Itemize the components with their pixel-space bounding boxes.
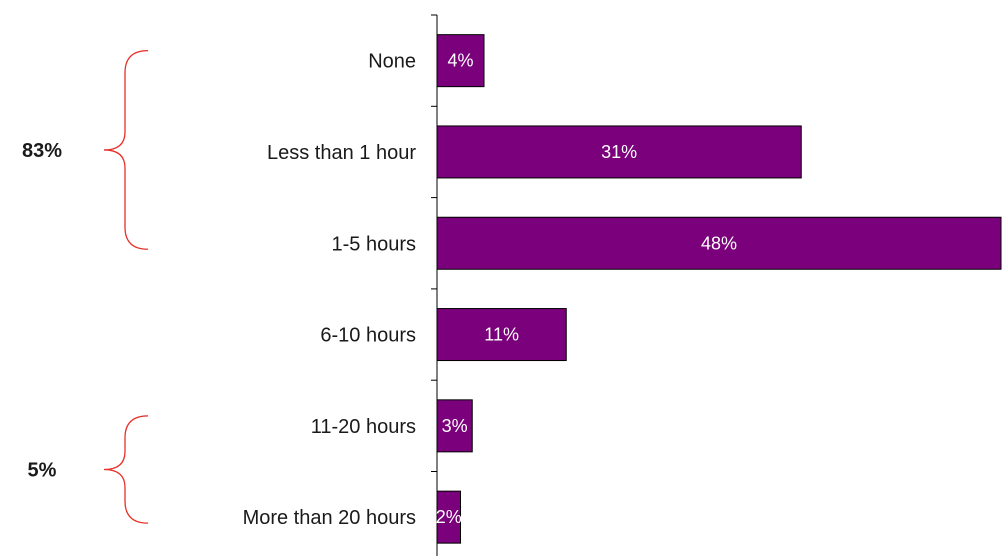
bar [436, 490, 461, 544]
category-label: Less than 1 hour [267, 142, 416, 164]
group-bracket [103, 415, 149, 524]
group-total-label: 5% [28, 460, 57, 482]
category-axis [431, 14, 438, 556]
group-bracket [103, 50, 149, 250]
category-label: 1-5 hours [332, 233, 417, 255]
category-labels: None Less than 1 hour 1-5 hours 6-10 hours 1… [243, 51, 417, 530]
category-label: 11-20 hours [311, 416, 416, 438]
bars: 4% 31% 48% 11% 3% 2% [436, 34, 1002, 544]
data-label: 48% [701, 233, 737, 253]
data-label: 3% [442, 416, 468, 436]
data-label: 2% [436, 507, 462, 527]
bar [436, 34, 485, 88]
category-label: None [368, 51, 416, 73]
data-label: 4% [447, 51, 473, 71]
bar [436, 125, 802, 179]
data-label: 11% [484, 325, 519, 345]
group-brackets: 83% 5% [22, 50, 149, 524]
bar [436, 308, 567, 362]
category-label: 6-10 hours [320, 325, 416, 347]
group-total-label: 83% [22, 140, 62, 162]
category-label: More than 20 hours [243, 507, 416, 529]
data-label: 31% [601, 142, 637, 162]
bar [436, 399, 473, 453]
bar [436, 216, 1002, 270]
